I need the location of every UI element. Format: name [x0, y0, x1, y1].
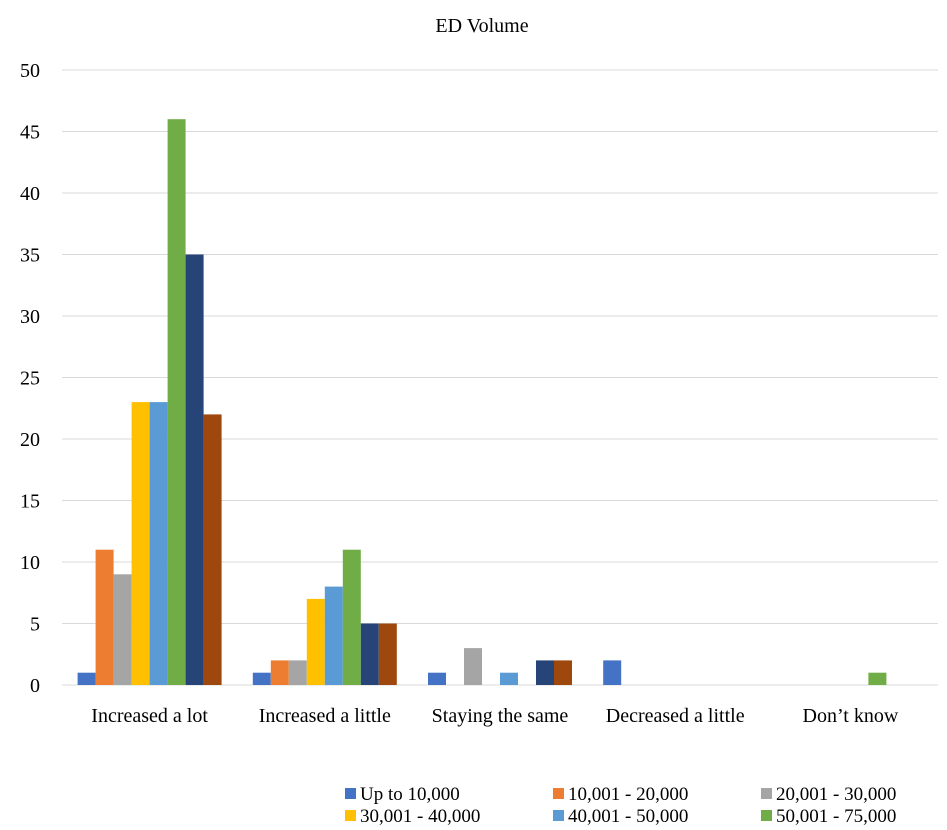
bar: [378, 623, 397, 685]
bars: [77, 119, 887, 685]
bar: [77, 672, 96, 685]
y-tick-label: 30: [20, 306, 40, 328]
bar: [536, 660, 554, 685]
legend-item: Up to 10,000: [345, 784, 460, 806]
legend-item: 20,001 - 30,000: [761, 784, 896, 806]
bar: [252, 672, 271, 685]
y-tick-label: 10: [20, 552, 40, 574]
x-tick-label: Increased a lot: [91, 705, 208, 727]
bar: [131, 402, 150, 685]
y-tick-label: 45: [20, 122, 40, 144]
legend-label: 10,001 - 20,000: [568, 784, 689, 805]
y-tick-label: 20: [20, 429, 40, 451]
legend-swatch: [553, 788, 564, 799]
bar: [342, 549, 361, 685]
legend-swatch: [761, 788, 772, 799]
legend-item: 30,001 - 40,000: [345, 806, 480, 828]
bar: [428, 672, 446, 685]
bar: [868, 672, 887, 685]
legend-swatch: [553, 810, 564, 821]
legend-label: 30,001 - 40,000: [360, 806, 481, 827]
bar: [554, 660, 572, 685]
legend-item: 50,001 - 75,000: [761, 806, 896, 828]
bar: [306, 598, 325, 685]
bar: [95, 549, 114, 685]
x-tick-label: Staying the same: [432, 705, 569, 727]
bar: [360, 623, 379, 685]
legend-swatch: [345, 810, 356, 821]
y-tick-label: 40: [20, 183, 40, 205]
bar: [464, 648, 482, 685]
y-tick-label: 15: [20, 491, 40, 513]
y-tick-label: 35: [20, 245, 40, 267]
bar: [270, 660, 289, 685]
bar: [167, 119, 186, 685]
x-axis-ticks: Increased a lot Increased a little Staying…: [91, 705, 899, 727]
legend-label: Up to 10,000: [360, 784, 460, 805]
legend-label: 20,001 - 30,000: [776, 784, 897, 805]
y-axis-ticks: 0 5 10 15 20 25 30 35 40 45 50: [20, 60, 40, 697]
legend-swatch: [345, 788, 356, 799]
bar: [500, 672, 518, 685]
legend-item: 40,001 - 50,000: [553, 806, 688, 828]
legend-item: 10,001 - 20,000: [553, 784, 688, 806]
bar: [185, 254, 204, 685]
bar: [324, 586, 343, 685]
legend-label: 40,001 - 50,000: [568, 806, 689, 827]
bar: [149, 402, 168, 685]
y-tick-label: 0: [30, 675, 40, 697]
legend-label: 50,001 - 75,000: [776, 806, 897, 827]
bar: [288, 660, 307, 685]
y-tick-label: 5: [30, 614, 40, 636]
x-tick-label: Don’t know: [803, 705, 899, 727]
chart-title: ED Volume: [435, 15, 528, 37]
bar: [603, 660, 622, 685]
legend-swatch: [761, 810, 772, 821]
y-tick-label: 25: [20, 368, 40, 390]
bar: [113, 574, 132, 685]
x-tick-label: Decreased a little: [606, 705, 745, 727]
x-tick-label: Increased a little: [259, 705, 391, 727]
y-tick-label: 50: [20, 60, 40, 82]
bar: [203, 414, 222, 685]
